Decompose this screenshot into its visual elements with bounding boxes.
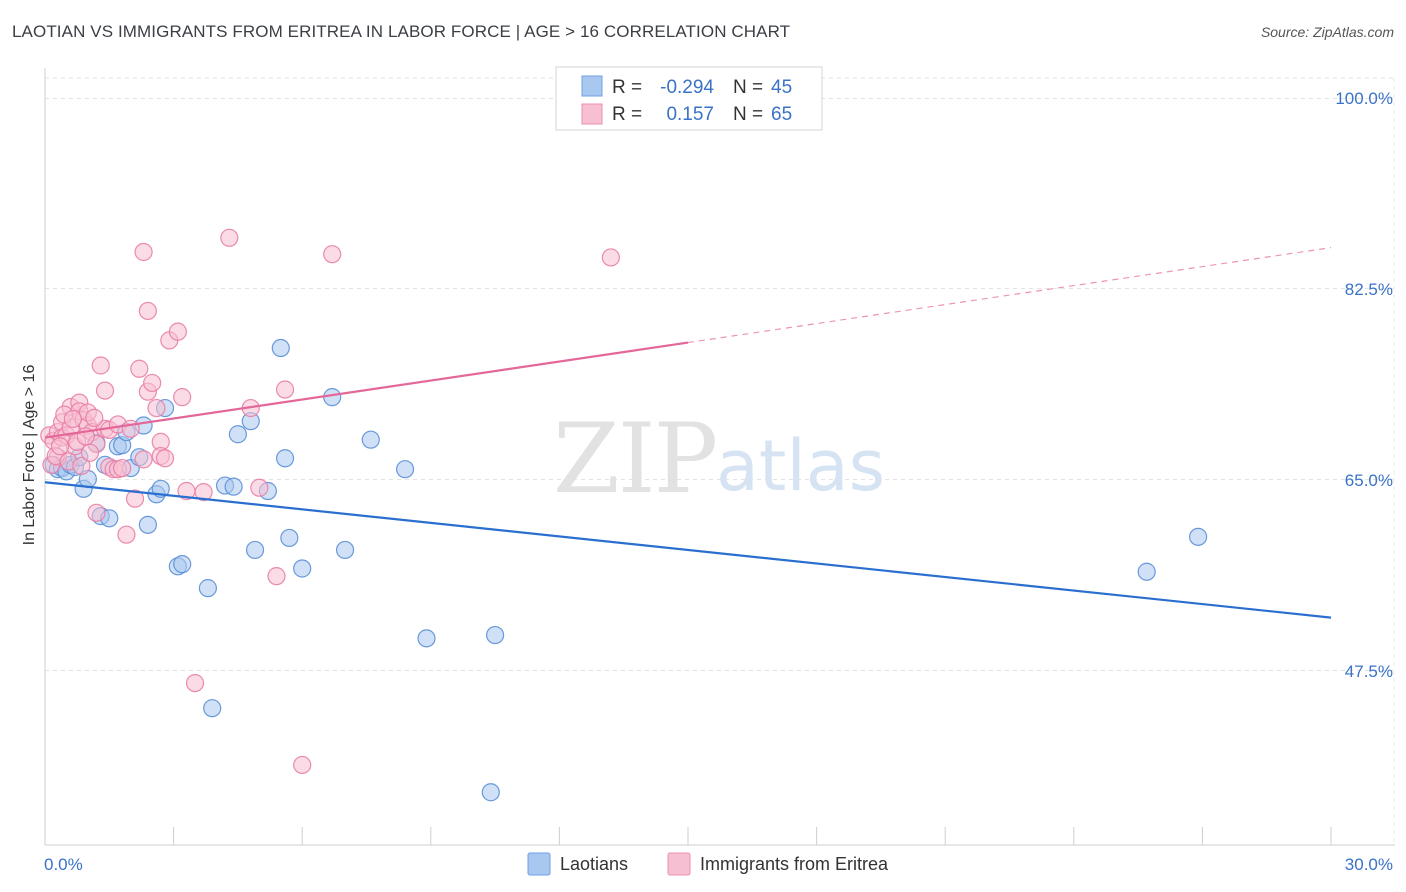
point-series1-17 [87,503,106,522]
y-tick-label-0: 47.5% [1345,662,1393,681]
stats-n-value-2: 65 [771,104,792,125]
point-series0-38 [335,540,355,560]
point-series1-39 [155,449,175,468]
point-series1-50 [275,380,295,399]
trend-line-series1 [44,341,689,439]
stats-legend: R = -0.294 N = 45 R = 0.157 N = 65 [555,66,823,131]
point-series1-52 [323,245,342,264]
point-series1-41 [168,322,187,341]
point-series1-35 [143,373,162,393]
legend-swatch-eritrea [667,852,691,876]
y-tick-label-1: 65.0% [1345,471,1393,490]
stats-r-value-1: -0.294 [660,77,714,98]
stats-r-label-1: R = [612,77,642,98]
point-series0-28 [224,477,243,496]
legend-label-laotians: Laotians [560,854,628,874]
point-series1-34 [138,301,157,321]
stats-swatch-laotians [581,75,603,97]
series-legend: Laotians Immigrants from Eritrea [527,852,889,876]
stats-r-label-2: R = [612,104,642,125]
point-series1-42 [173,388,192,407]
point-series0-34 [280,528,299,548]
chart-title: LAOTIAN VS IMMIGRANTS FROM ERITREA IN LA… [12,22,791,41]
point-series0-40 [395,460,415,479]
point-series1-53 [601,248,620,267]
point-series0-39 [361,430,380,449]
point-series1-26 [113,458,132,478]
point-series1-64 [85,408,104,427]
x-tick-label-0: 0.0% [44,855,83,874]
trend-line-extension-series1 [687,247,1332,344]
watermark-zip: ZIP [553,403,716,515]
source-label: Source: ZipAtlas.com [1260,24,1394,40]
point-series0-35 [271,338,290,358]
point-series0-43 [481,783,500,802]
legend-label-eritrea: Immigrants from Eritrea [700,854,889,874]
stats-n-label-2: N = [733,104,763,125]
x-tick-labels: 0.0% 30.0% [44,855,1393,874]
point-series0-24 [173,555,192,574]
point-series1-28 [121,419,140,438]
point-series1-31 [134,450,153,469]
point-series1-51 [293,755,312,775]
point-series1-44 [185,673,205,693]
point-series1-59 [63,409,82,429]
point-series1-30 [130,359,149,378]
trend-lines [44,247,1332,619]
watermark: ZIP atlas [553,403,885,515]
stats-n-label-1: N = [733,77,763,98]
point-series0-36 [293,559,312,578]
point-series0-19 [138,515,157,534]
point-series1-49 [267,567,286,586]
point-series0-45 [1189,527,1208,546]
stats-n-value-1: 45 [771,77,792,98]
point-series1-48 [250,478,269,497]
x-tick-label-1: 30.0% [1345,855,1393,874]
axes [44,68,1395,846]
point-series1-36 [147,398,166,418]
point-series1-56 [50,437,70,456]
point-series1-19 [95,381,115,400]
point-series0-26 [203,699,222,718]
point-series0-29 [228,425,247,444]
y-tick-label-2: 82.5% [1345,280,1393,299]
point-series1-46 [220,228,239,247]
scatter-points [40,228,1208,802]
point-series0-25 [198,579,217,598]
point-series0-44 [1137,562,1156,581]
stats-r-value-2: 0.157 [666,104,714,125]
point-series1-29 [125,489,145,508]
y-tick-labels: 47.5% 65.0% 82.5% 100.0% [1335,89,1393,681]
y-tick-label-3: 100.0% [1335,89,1393,108]
point-series0-31 [245,540,265,560]
point-series1-27 [117,525,136,544]
point-series1-61 [72,456,91,476]
point-series1-32 [134,242,153,262]
point-series0-42 [486,625,505,645]
point-series1-45 [194,482,213,502]
legend-swatch-laotians [527,852,551,876]
point-series0-33 [275,449,295,468]
trend-line-series0 [44,481,1332,619]
point-series1-63 [80,443,100,462]
stats-swatch-eritrea [581,103,603,125]
point-series0-41 [417,629,436,648]
point-series1-18 [91,356,110,375]
point-series0-37 [323,388,342,407]
y-axis-label: In Labor Force | Age > 16 [21,365,38,546]
watermark-atlas: atlas [716,425,885,507]
